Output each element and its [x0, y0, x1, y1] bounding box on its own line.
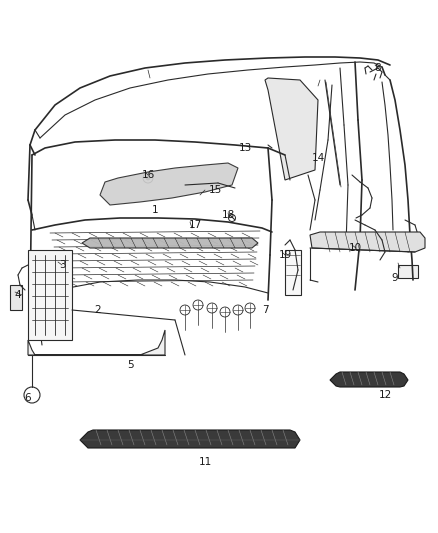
Polygon shape — [28, 330, 165, 355]
Text: 9: 9 — [392, 273, 398, 283]
Text: 14: 14 — [311, 153, 325, 163]
Polygon shape — [82, 238, 258, 248]
Text: 3: 3 — [59, 260, 65, 270]
Text: 16: 16 — [141, 170, 155, 180]
Text: 19: 19 — [279, 250, 292, 260]
Text: 7: 7 — [261, 305, 268, 315]
Text: 2: 2 — [95, 305, 101, 315]
Polygon shape — [265, 78, 318, 180]
Polygon shape — [28, 250, 72, 340]
Text: 18: 18 — [221, 210, 235, 220]
Text: 5: 5 — [127, 360, 133, 370]
Polygon shape — [100, 163, 238, 205]
FancyBboxPatch shape — [10, 285, 22, 310]
Text: 13: 13 — [238, 143, 251, 153]
Text: 4: 4 — [15, 290, 21, 300]
Polygon shape — [80, 430, 300, 448]
Text: 10: 10 — [349, 243, 361, 253]
Polygon shape — [310, 232, 425, 252]
Text: 1: 1 — [152, 205, 158, 215]
Text: 8: 8 — [374, 63, 381, 73]
FancyBboxPatch shape — [285, 250, 301, 295]
Text: 12: 12 — [378, 390, 392, 400]
Circle shape — [146, 176, 150, 180]
Text: 17: 17 — [188, 220, 201, 230]
Text: 11: 11 — [198, 457, 212, 467]
Text: 15: 15 — [208, 185, 222, 195]
Text: 6: 6 — [25, 393, 31, 403]
Polygon shape — [330, 372, 408, 387]
FancyBboxPatch shape — [398, 265, 418, 278]
